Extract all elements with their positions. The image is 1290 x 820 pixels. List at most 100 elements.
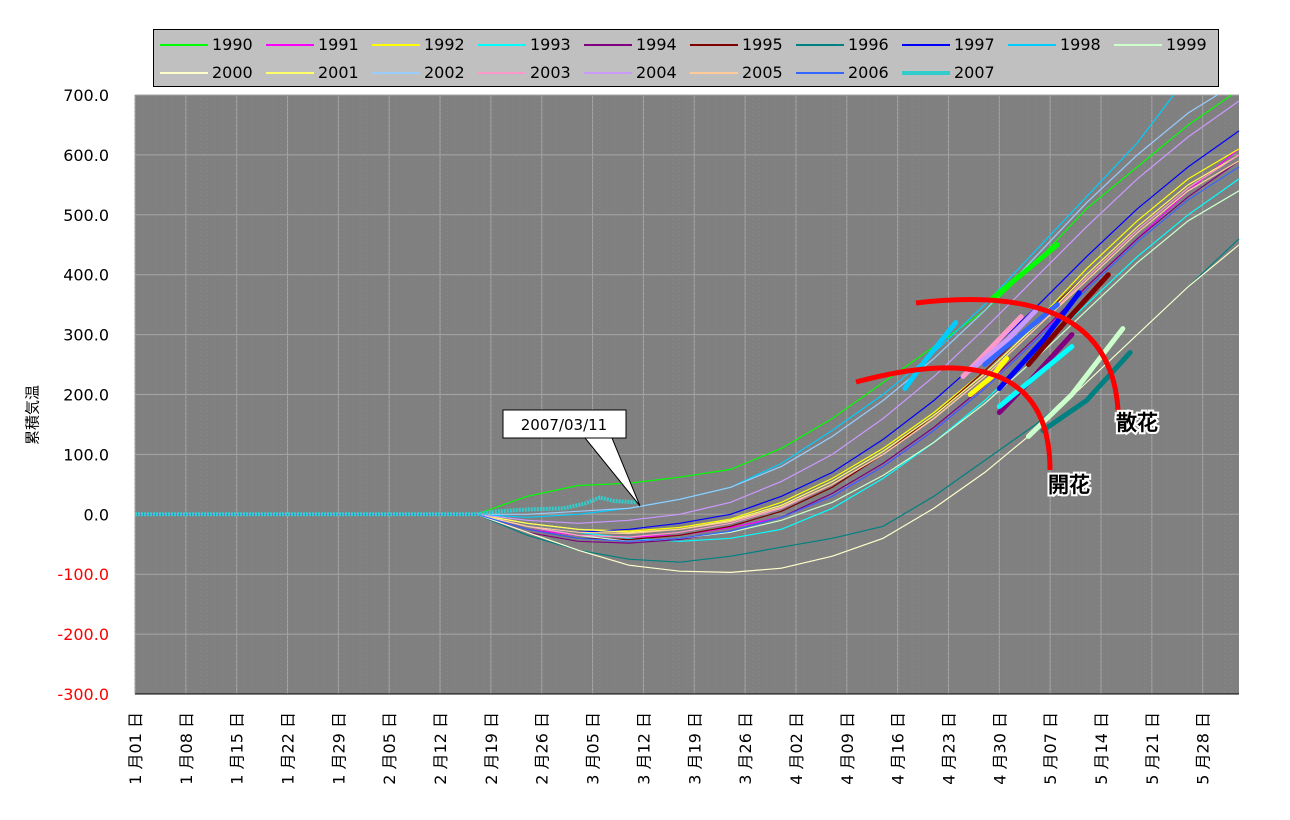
bloom-layer bbox=[902, 242, 1133, 439]
legend-label: 1992 bbox=[424, 35, 465, 54]
legend-label: 1996 bbox=[848, 35, 889, 54]
x-tick-label: 3 月26 日 bbox=[736, 712, 755, 785]
legend-label: 2003 bbox=[530, 63, 571, 82]
legend-swatch bbox=[1008, 44, 1056, 46]
legend-swatch bbox=[160, 44, 208, 46]
bloom-segment-0 bbox=[989, 242, 1060, 302]
series-line-2007 bbox=[135, 495, 637, 517]
legend-label: 2007 bbox=[954, 63, 995, 82]
series-line-2004 bbox=[135, 100, 1240, 524]
y-tick-label: 0.0 bbox=[84, 505, 109, 524]
series-line-2000 bbox=[135, 244, 1240, 574]
bloom-segment-1 bbox=[902, 320, 959, 391]
x-tick-label: 2 月05 日 bbox=[380, 712, 399, 785]
x-tick-label: 4 月30 日 bbox=[990, 712, 1009, 785]
x-tick-label: 2 月26 日 bbox=[533, 712, 552, 785]
legend-label: 2004 bbox=[636, 63, 677, 82]
bloom-segment-5 bbox=[996, 290, 1082, 391]
legend-label: 1990 bbox=[212, 35, 253, 54]
legend-swatch bbox=[796, 44, 844, 46]
legend-label: 1998 bbox=[1060, 35, 1101, 54]
annotation-kaika-text: 開花 bbox=[1048, 473, 1090, 497]
legend-label: 2001 bbox=[318, 63, 359, 82]
bloom-segment-6 bbox=[1025, 272, 1111, 368]
y-tick-label: -200.0 bbox=[57, 625, 109, 644]
legend-label: 1995 bbox=[742, 35, 783, 54]
legend-label: 1993 bbox=[530, 35, 571, 54]
bloom-arcs bbox=[855, 297, 1121, 471]
series-line-2001 bbox=[135, 154, 1240, 533]
x-tick-label: 4 月16 日 bbox=[889, 712, 908, 785]
legend-label: 1994 bbox=[636, 35, 677, 54]
y-tick-label: 500.0 bbox=[63, 206, 109, 225]
series-line-2006 bbox=[135, 166, 1240, 542]
x-tick-label: 2 月19 日 bbox=[482, 712, 501, 785]
legend-swatch bbox=[372, 72, 420, 74]
x-tick-label: 3 月19 日 bbox=[685, 712, 704, 785]
y-tick-label: 700.0 bbox=[63, 86, 109, 105]
legend-label: 1991 bbox=[318, 35, 359, 54]
series-line-2005 bbox=[135, 160, 1240, 535]
legend-swatch bbox=[478, 72, 526, 74]
callout-2007: 2007/03/11 bbox=[502, 409, 641, 507]
kaika-arc bbox=[855, 365, 1053, 471]
bloom-segment-10 bbox=[1040, 350, 1133, 433]
legend-swatch bbox=[266, 44, 314, 46]
x-tick-label: 1 月29 日 bbox=[329, 712, 348, 785]
x-tick-label: 5 月28 日 bbox=[1194, 712, 1213, 785]
legend-swatch bbox=[160, 72, 208, 74]
annotation-sanka: 散花 bbox=[1114, 409, 1160, 437]
legend: 1990 1991 1992 1993 1994 1995 1996 1997 1998 1999… bbox=[153, 29, 1219, 87]
callout-text: 2007/03/11 bbox=[521, 416, 607, 434]
legend-swatch bbox=[1114, 44, 1162, 46]
y-tick-label: 600.0 bbox=[63, 146, 109, 165]
legend-swatch bbox=[478, 44, 526, 46]
legend-swatch bbox=[796, 72, 844, 74]
y-axis-label: 累積気温 bbox=[23, 384, 42, 446]
legend-swatch bbox=[690, 72, 738, 74]
x-tick-label: 4 月02 日 bbox=[787, 712, 806, 785]
legend-swatch bbox=[690, 44, 738, 46]
x-tick-label: 5 月07 日 bbox=[1041, 712, 1060, 785]
legend-swatch bbox=[266, 72, 314, 74]
x-tick-label: 3 月12 日 bbox=[634, 712, 653, 785]
legend-label: 2006 bbox=[848, 63, 889, 82]
x-tick-label: 5 月14 日 bbox=[1092, 712, 1111, 785]
x-tick-label: 1 月08 日 bbox=[177, 712, 196, 785]
y-tick-label: 300.0 bbox=[63, 326, 109, 345]
y-tick-label: 200.0 bbox=[63, 386, 109, 405]
bloom-segment-8 bbox=[996, 344, 1075, 409]
legend-label: 1999 bbox=[1166, 35, 1207, 54]
x-tick-label: 4 月09 日 bbox=[838, 712, 857, 785]
x-tick-label: 1 月01 日 bbox=[126, 712, 145, 785]
y-tick-label: 400.0 bbox=[63, 266, 109, 285]
legend-swatch bbox=[902, 71, 950, 75]
x-axis-ticks: 1 月01 日 1 月08 日 1 月15 日 1 月22 日 1 月29 日 2 月05… bbox=[126, 712, 1213, 785]
x-tick-label: 2 月12 日 bbox=[431, 712, 450, 785]
x-tick-label: 5 月21 日 bbox=[1143, 712, 1162, 785]
x-tick-label: 4 月23 日 bbox=[939, 712, 958, 785]
y-axis-ticks: 700.0 600.0 500.0 400.0 300.0 200.0 100.0 0.0 -1… bbox=[57, 86, 109, 704]
series-line-1994 bbox=[135, 160, 1240, 544]
legend-label: 2002 bbox=[424, 63, 465, 82]
legend-swatch bbox=[584, 72, 632, 74]
x-tick-label: 3 月05 日 bbox=[584, 712, 603, 785]
x-tick-label: 1 月15 日 bbox=[228, 712, 247, 785]
y-tick-label: -300.0 bbox=[57, 685, 109, 704]
legend-label: 2005 bbox=[742, 63, 783, 82]
legend-swatch bbox=[584, 44, 632, 46]
annotation-kaika: 開花 bbox=[1046, 471, 1092, 499]
legend-label: 1997 bbox=[954, 35, 995, 54]
series-line-1990 bbox=[135, 94, 1233, 515]
y-tick-label: -100.0 bbox=[57, 565, 109, 584]
series-layer bbox=[135, 94, 1240, 574]
callout-box bbox=[502, 409, 627, 439]
sanka-arc bbox=[915, 297, 1121, 411]
legend-swatch bbox=[902, 44, 950, 46]
x-tick-label: 1 月22 日 bbox=[279, 712, 298, 785]
bloom-segment-3 bbox=[967, 308, 1039, 373]
bloom-segment-11 bbox=[982, 302, 1060, 368]
legend-label: 2000 bbox=[212, 63, 253, 82]
y-tick-label: 100.0 bbox=[63, 445, 109, 464]
